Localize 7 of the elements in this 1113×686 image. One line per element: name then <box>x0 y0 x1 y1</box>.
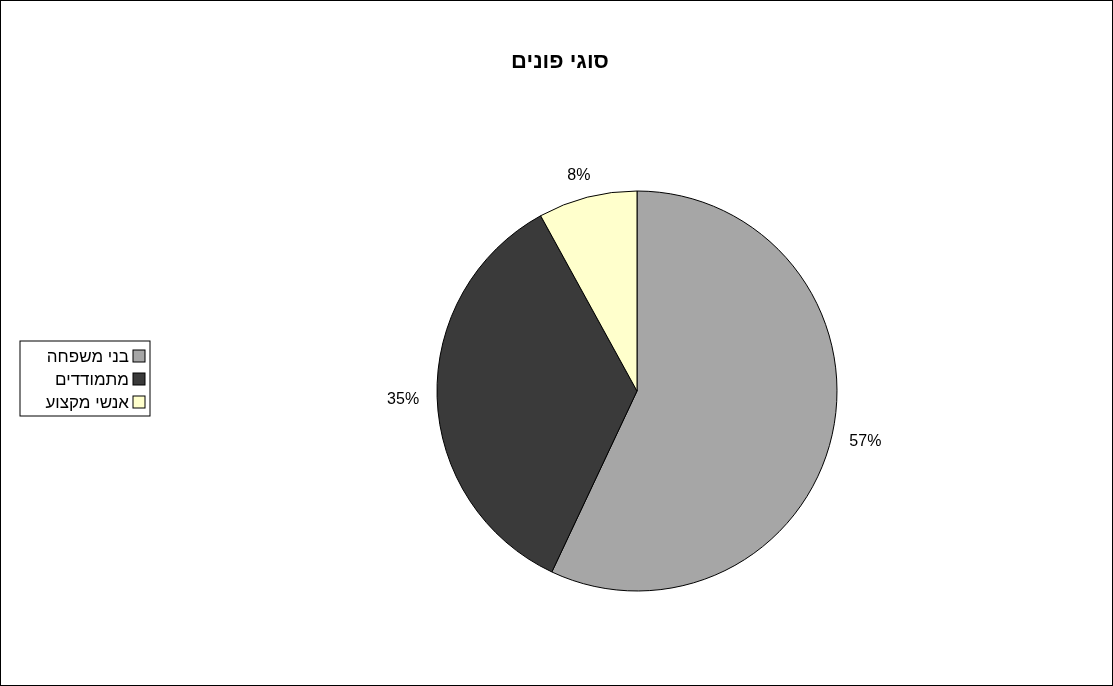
data-label: 57% <box>849 431 882 449</box>
legend-label: בני משפחה <box>46 347 129 366</box>
legend-label: אנשי מקצוע <box>45 393 130 412</box>
chart-title: סוגי פונים <box>511 48 609 73</box>
data-label: 35% <box>387 390 420 408</box>
legend-label: מתמודדים <box>55 370 129 389</box>
data-label: 8% <box>567 166 591 184</box>
